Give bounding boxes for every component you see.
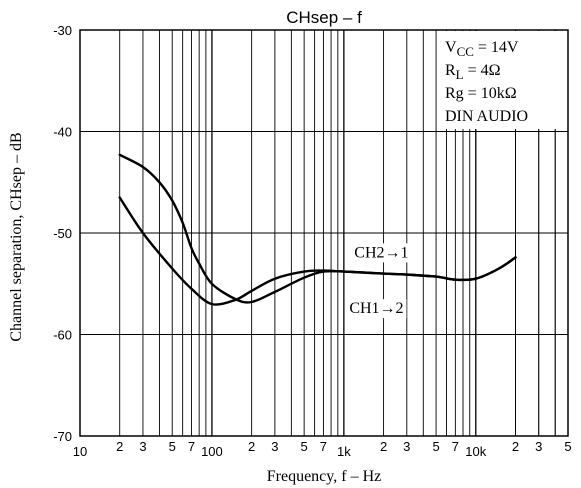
x-tick-label-minor: 2 [380, 439, 387, 454]
x-tick-label-minor: 2 [512, 439, 519, 454]
x-axis-label: Frequency, f – Hz [267, 468, 381, 485]
series-label-background [351, 243, 412, 263]
x-tick-label-minor: 5 [301, 439, 308, 454]
y-tick-label: -50 [53, 226, 72, 241]
y-tick-label: -30 [53, 23, 72, 38]
series-label: CH2→1 [354, 244, 408, 261]
y-tick-label: -70 [53, 429, 72, 444]
condition-text: Rg = 10kΩ [445, 85, 517, 102]
y-axis-label: Channel separation, CHsep – dB [8, 132, 25, 341]
conditions-box: VCC = 14V RL = 4Ω Rg = 10kΩ DIN AUDIO [437, 31, 567, 129]
series-label-background [346, 299, 407, 319]
x-tick-label-major: 1k [337, 444, 351, 459]
x-tick-label-minor: 7 [452, 439, 459, 454]
y-tick-labels: -30 -40 -50 -60 -70 [53, 23, 72, 444]
condition-text: RL = 4Ω [445, 62, 501, 82]
x-tick-label-minor: 3 [535, 439, 542, 454]
x-tick-label-minor: 5 [432, 439, 439, 454]
x-tick-label-minor: 7 [188, 439, 195, 454]
series-line-2 [118, 196, 517, 306]
plot-frame [79, 29, 569, 437]
condition-text: DIN AUDIO [445, 108, 528, 125]
x-tick-label-minor: 2 [248, 439, 255, 454]
x-tick-label-major: 10k [465, 444, 486, 459]
y-tick-label: -40 [53, 125, 72, 140]
x-tick-label-minor: 3 [403, 439, 410, 454]
x-tick-label-minor: 5 [564, 439, 571, 454]
curves: CH2→1 CH1→2 [118, 153, 517, 319]
x-tick-label-minor: 3 [139, 439, 146, 454]
y-tick-label: -60 [53, 328, 72, 343]
condition-text: VCC = 14V [445, 39, 519, 59]
x-tick-label-major: 10 [73, 444, 87, 459]
x-tick-label-minor: 7 [320, 439, 327, 454]
x-tick-label-minor: 2 [116, 439, 123, 454]
chart-title: CHsep – f [286, 8, 362, 27]
x-tick-label-minor: 5 [169, 439, 176, 454]
conditions-background [437, 31, 567, 129]
series-label: CH1→2 [349, 300, 403, 317]
grid [80, 30, 568, 436]
x-tick-label-major: 100 [201, 444, 223, 459]
x-tick-label-minor: 3 [271, 439, 278, 454]
